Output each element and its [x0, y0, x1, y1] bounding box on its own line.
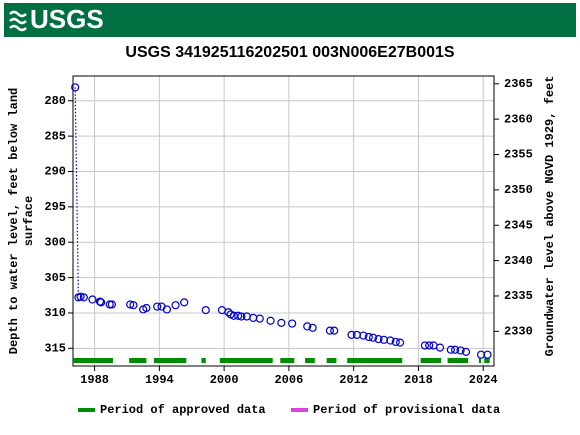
data-point: [142, 303, 151, 313]
data-point: [483, 350, 492, 359]
connector-line: [74, 87, 79, 298]
data-point: [425, 341, 434, 350]
data-point: [308, 323, 317, 332]
data-point: [162, 305, 172, 314]
y2-tick-label: 2355: [504, 148, 533, 162]
data-point: [303, 322, 312, 331]
data-point: [229, 311, 238, 320]
plot-frame: [72, 75, 495, 367]
y2-tick-label: 2360: [504, 112, 533, 126]
data-point: [420, 341, 430, 350]
approved-period-bar: [326, 358, 337, 363]
data-point: [325, 326, 335, 335]
data-point: [180, 298, 189, 307]
data-point: [456, 346, 465, 355]
data-point: [288, 319, 297, 328]
chart-title: USGS 341925116202501 003N006E27B001S: [125, 44, 454, 61]
approved-period-bar: [219, 358, 273, 363]
y2-axis-label: Groundwater level above NGVD 1929, feet: [543, 76, 557, 357]
data-point: [88, 295, 97, 304]
plot-background: [73, 76, 494, 366]
data-point: [71, 83, 80, 92]
data-point: [364, 332, 373, 342]
data-point: [461, 347, 471, 356]
y2-tick-label: 2340: [504, 254, 533, 268]
approved-period-bar: [73, 358, 113, 363]
y2-tick-label: 2350: [504, 183, 533, 197]
data-point: [451, 345, 460, 354]
y-axis-label: Depth to water level, feet below landsur…: [7, 88, 36, 354]
data-point: [255, 314, 264, 323]
y-tick-label: 310: [44, 306, 66, 320]
legend-label: Period of provisional data: [313, 403, 500, 417]
data-point: [266, 316, 275, 325]
y2-tick-label: 2335: [504, 289, 533, 303]
x-tick-label: 2000: [210, 373, 239, 387]
y-axis-label-line: Depth to water level, feet below land: [7, 88, 21, 354]
legend-label: Period of approved data: [100, 403, 266, 417]
usgs-logo-icon: [9, 10, 27, 32]
y-tick-label: 315: [44, 341, 66, 355]
y2-tick-label: 2330: [504, 325, 533, 339]
y2-tick-label: 2365: [504, 77, 533, 91]
header-bar: [4, 3, 576, 37]
data-point: [234, 311, 243, 320]
data-point: [107, 300, 116, 309]
x-tick-label: 2006: [274, 373, 303, 387]
data-point: [359, 331, 368, 340]
approved-period-bar: [447, 358, 469, 363]
y-tick-label: 295: [44, 200, 66, 214]
approved-period-bar: [201, 358, 206, 363]
x-tick-label: 2024: [469, 373, 498, 387]
approved-period-bar: [129, 358, 147, 363]
data-point: [395, 338, 405, 347]
y-axis-label-line: surface: [22, 196, 36, 246]
approved-period-bar: [420, 358, 442, 363]
data-point: [386, 336, 395, 345]
data-point: [391, 337, 400, 347]
data-point: [96, 298, 106, 307]
data-point: [446, 345, 455, 354]
y-tick-label: 305: [44, 271, 66, 285]
y-tick-label: 285: [44, 129, 66, 143]
data-point: [435, 343, 445, 352]
data-point: [277, 318, 286, 327]
y2-tick-label: 2345: [504, 218, 533, 232]
data-point: [129, 301, 138, 310]
data-point: [374, 335, 383, 344]
y-tick-label: 280: [44, 94, 66, 108]
data-point: [76, 292, 85, 301]
data-point: [201, 306, 210, 315]
data-point: [237, 312, 246, 321]
x-tick-label: 1994: [145, 373, 174, 387]
approved-period-bar: [347, 358, 403, 363]
approved-period-bar: [478, 358, 482, 363]
approved-period-bar: [305, 358, 315, 363]
y-tick-label: 300: [44, 235, 66, 249]
data-point: [330, 326, 339, 335]
y-tick-label: 290: [44, 165, 66, 179]
x-tick-label: 2012: [339, 373, 368, 387]
data-point: [79, 293, 88, 302]
x-tick-label: 2018: [404, 373, 433, 387]
data-point: [105, 300, 114, 309]
data-point: [368, 333, 378, 342]
data-point: [153, 302, 162, 311]
data-point: [126, 300, 135, 309]
approved-period-bar: [280, 358, 295, 363]
data-point: [347, 330, 356, 339]
approved-period-bar: [153, 358, 187, 363]
approved-period-bar: [484, 358, 490, 363]
data-point: [171, 301, 180, 310]
header-logo: USGS: [30, 4, 104, 34]
x-tick-label: 1988: [80, 373, 109, 387]
